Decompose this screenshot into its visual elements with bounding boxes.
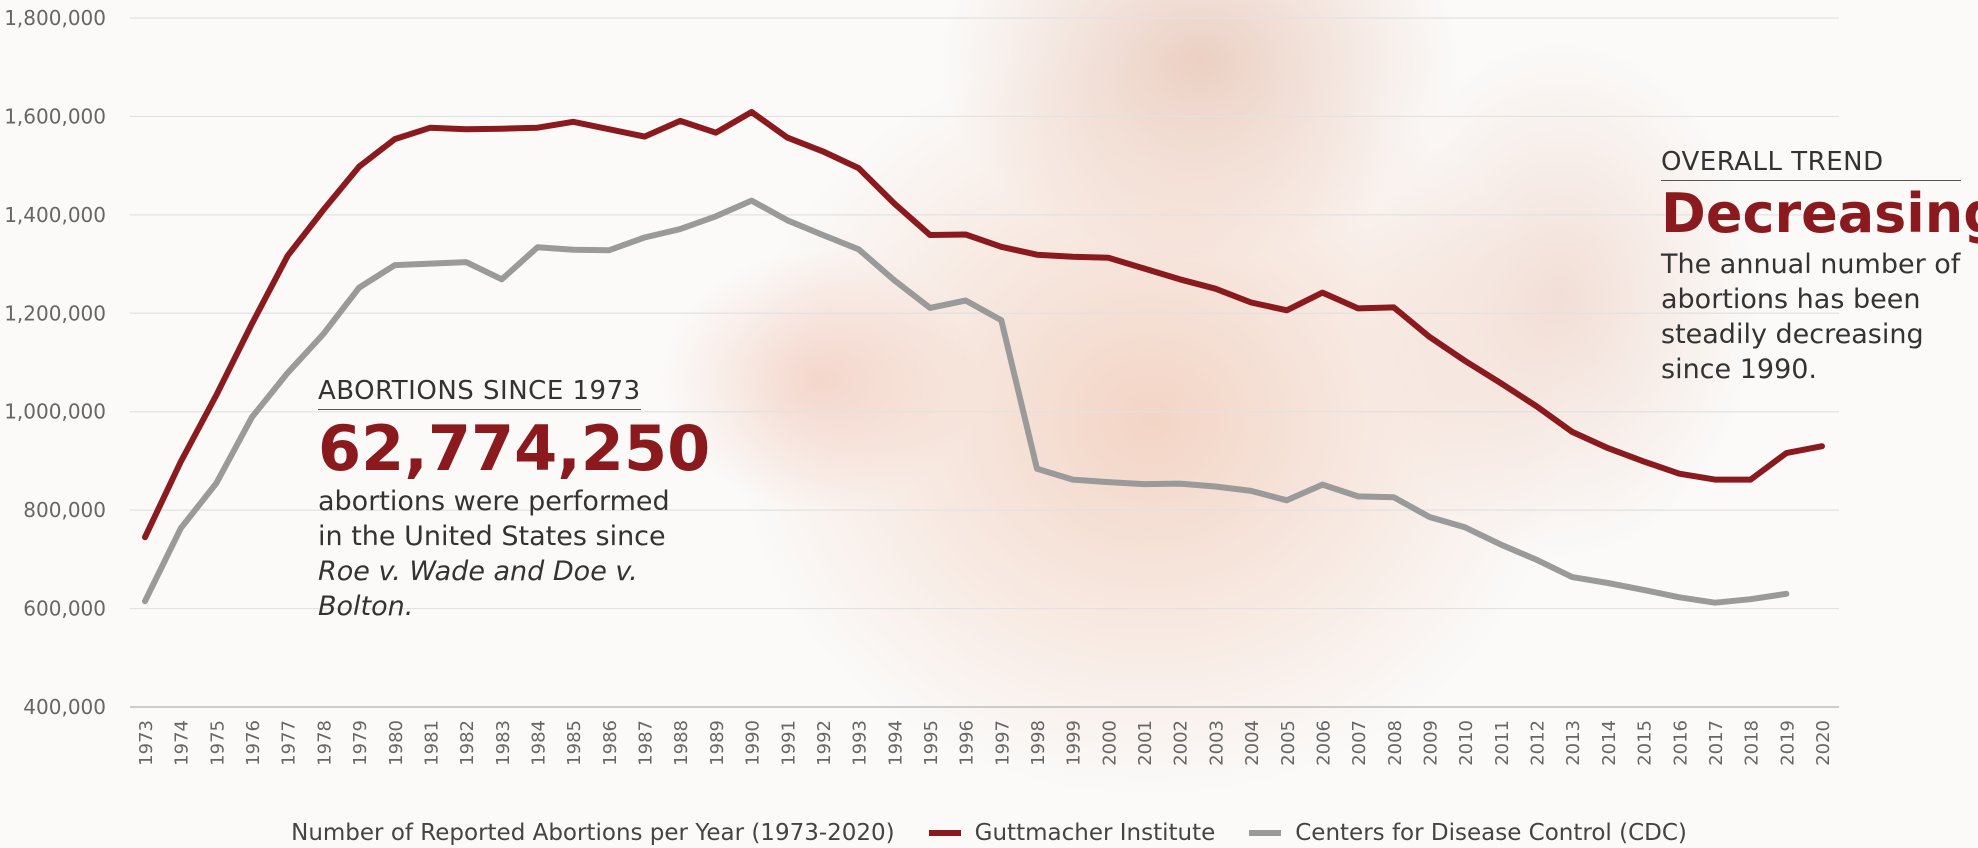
chart: 400,000 600,000 800,000 1,000,000 1,200,000 1… [0, 0, 1978, 848]
annotation-number: 62,774,250 [318, 414, 678, 484]
x-tick-label: 1997 [992, 720, 1013, 766]
left-annotation: ABORTIONS SINCE 1973 62,774,250 abortion… [318, 376, 678, 624]
x-tick-label: 2003 [1206, 720, 1227, 766]
legend-label: Centers for Disease Control (CDC) [1295, 820, 1687, 846]
x-tick-label: 2000 [1099, 720, 1120, 766]
x-tick-label: 1974 [172, 720, 193, 766]
x-tick-label: 1994 [885, 720, 906, 766]
x-tick-label: 1975 [207, 720, 228, 766]
x-tick-label: 1980 [386, 720, 407, 766]
x-tick-label: 1991 [778, 720, 799, 766]
annotation-heading: ABORTIONS SINCE 1973 [318, 376, 641, 410]
y-tick-label: 800,000 [23, 498, 106, 522]
annotation-text: The annual number of abortions has been … [1661, 247, 1961, 387]
x-tick-label: 2012 [1528, 720, 1549, 766]
x-tick-label: 2005 [1278, 720, 1299, 766]
x-tick-label: 2016 [1670, 720, 1691, 766]
x-tick-label: 1998 [1028, 720, 1049, 766]
x-tick-label: 1976 [243, 720, 264, 766]
x-tick-label: 1981 [421, 720, 442, 766]
legend: Number of Reported Abortions per Year (1… [0, 820, 1978, 846]
page: {"chart_data": {"type": "line", "categor… [0, 0, 1978, 848]
x-tick-label: 1992 [814, 720, 835, 766]
x-tick-label: 1989 [707, 720, 728, 766]
x-tick-label: 1979 [350, 720, 371, 766]
x-tick-label: 1983 [493, 720, 514, 766]
x-tick-label: 2004 [1242, 720, 1263, 766]
x-tick-label: 2009 [1421, 720, 1442, 766]
x-tick-label: 1993 [850, 720, 871, 766]
y-tick-label: 600,000 [23, 597, 106, 621]
x-tick-label: 2015 [1635, 720, 1656, 766]
x-tick-label: 1984 [528, 720, 549, 766]
annotation-body: abortions were performed in the United S… [318, 486, 670, 552]
x-tick-label: 1996 [957, 720, 978, 766]
y-tick-label: 400,000 [23, 695, 106, 719]
x-tick-label: 1987 [636, 720, 657, 766]
legend-swatch [929, 830, 961, 836]
x-tick-label: 1973 [136, 720, 157, 766]
x-tick-label: 2017 [1706, 720, 1727, 766]
y-tick-label: 1,600,000 [4, 104, 106, 128]
x-tick-label: 2019 [1777, 720, 1798, 766]
x-tick-label: 2018 [1742, 720, 1763, 766]
x-tick-label: 1982 [457, 720, 478, 766]
x-tick-label: 2006 [1313, 720, 1334, 766]
y-tick-label: 1,800,000 [4, 6, 106, 30]
x-tick-label: 1988 [671, 720, 692, 766]
annotation-heading: OVERALL TREND [1661, 147, 1961, 181]
x-tick-label: 1977 [279, 720, 300, 766]
x-tick-label: 1995 [921, 720, 942, 766]
annotation-italic: Roe v. Wade and Doe v. Bolton. [318, 556, 638, 622]
legend-swatch [1249, 830, 1281, 836]
annotation-text: abortions were performed in the United S… [318, 484, 678, 624]
annotation-headline: Decreasing [1661, 181, 1961, 247]
x-tick-label: 2002 [1171, 720, 1192, 766]
x-tick-label: 1978 [314, 720, 335, 766]
x-tick-label: 2008 [1385, 720, 1406, 766]
x-tick-label: 1986 [600, 720, 621, 766]
x-tick-label: 2013 [1563, 720, 1584, 766]
x-tick-label: 2010 [1456, 720, 1477, 766]
legend-label: Guttmacher Institute [975, 820, 1216, 846]
x-tick-label: 1999 [1064, 720, 1085, 766]
x-tick-label: 2014 [1599, 720, 1620, 766]
x-tick-label: 2001 [1135, 720, 1156, 766]
x-tick-label: 1990 [743, 720, 764, 766]
y-tick-label: 1,400,000 [4, 203, 106, 227]
x-tick-label: 2011 [1492, 720, 1513, 766]
legend-title: Number of Reported Abortions per Year (1… [291, 820, 895, 846]
x-tick-label: 1985 [564, 720, 585, 766]
x-tick-label: 2007 [1349, 720, 1370, 766]
y-tick-label: 1,200,000 [4, 301, 106, 325]
x-tick-label: 2020 [1813, 720, 1834, 766]
right-annotation: OVERALL TREND Decreasing The annual numb… [1661, 147, 1961, 387]
y-tick-label: 1,000,000 [4, 400, 106, 424]
